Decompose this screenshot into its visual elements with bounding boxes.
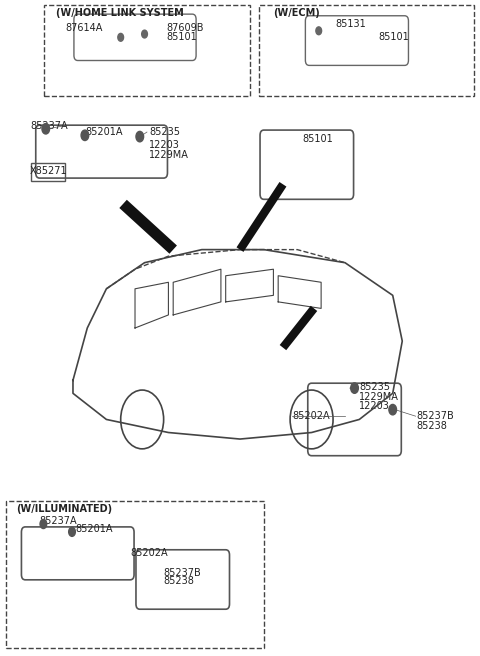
Text: 85235: 85235: [149, 127, 180, 137]
Text: 85201A: 85201A: [75, 524, 113, 534]
Text: (W/ILLUMINATED): (W/ILLUMINATED): [16, 504, 112, 514]
Bar: [259, 5, 474, 96]
Circle shape: [81, 130, 89, 140]
Bar: [44, 5, 250, 96]
Bar: [32, 163, 65, 181]
Text: 85202A: 85202A: [292, 411, 330, 421]
Circle shape: [351, 383, 359, 394]
Text: 85131: 85131: [336, 19, 366, 30]
Text: X85271: X85271: [30, 166, 68, 176]
Text: 85202A: 85202A: [130, 548, 168, 558]
Text: 85237A: 85237A: [39, 516, 77, 525]
Text: (W/HOME LINK SYSTEM: (W/HOME LINK SYSTEM: [56, 8, 184, 18]
Text: 87614A: 87614A: [66, 22, 103, 33]
Text: 85237B: 85237B: [417, 411, 455, 421]
Text: 1229MA: 1229MA: [149, 150, 189, 160]
Circle shape: [69, 527, 75, 537]
Text: 85238: 85238: [164, 577, 194, 586]
Text: 12203: 12203: [360, 401, 390, 411]
Circle shape: [142, 30, 147, 38]
Text: 85101: 85101: [166, 32, 197, 43]
Text: 87609B: 87609B: [166, 22, 204, 33]
Text: 85201A: 85201A: [85, 127, 122, 137]
Text: 85237B: 85237B: [164, 568, 202, 578]
Text: 85237A: 85237A: [30, 121, 68, 131]
Text: 85238: 85238: [417, 421, 447, 431]
Text: (W/ECM): (W/ECM): [274, 8, 320, 18]
Circle shape: [389, 405, 396, 415]
Text: 85101: 85101: [378, 32, 409, 43]
Text: 12203: 12203: [149, 140, 180, 150]
Circle shape: [316, 27, 322, 35]
Text: 1229MA: 1229MA: [360, 392, 399, 401]
Text: 85101: 85101: [302, 134, 333, 144]
Bar: [6, 501, 264, 648]
Circle shape: [118, 33, 123, 41]
Circle shape: [40, 520, 47, 529]
Circle shape: [136, 131, 144, 142]
Circle shape: [42, 123, 49, 134]
Text: 85235: 85235: [360, 382, 390, 392]
